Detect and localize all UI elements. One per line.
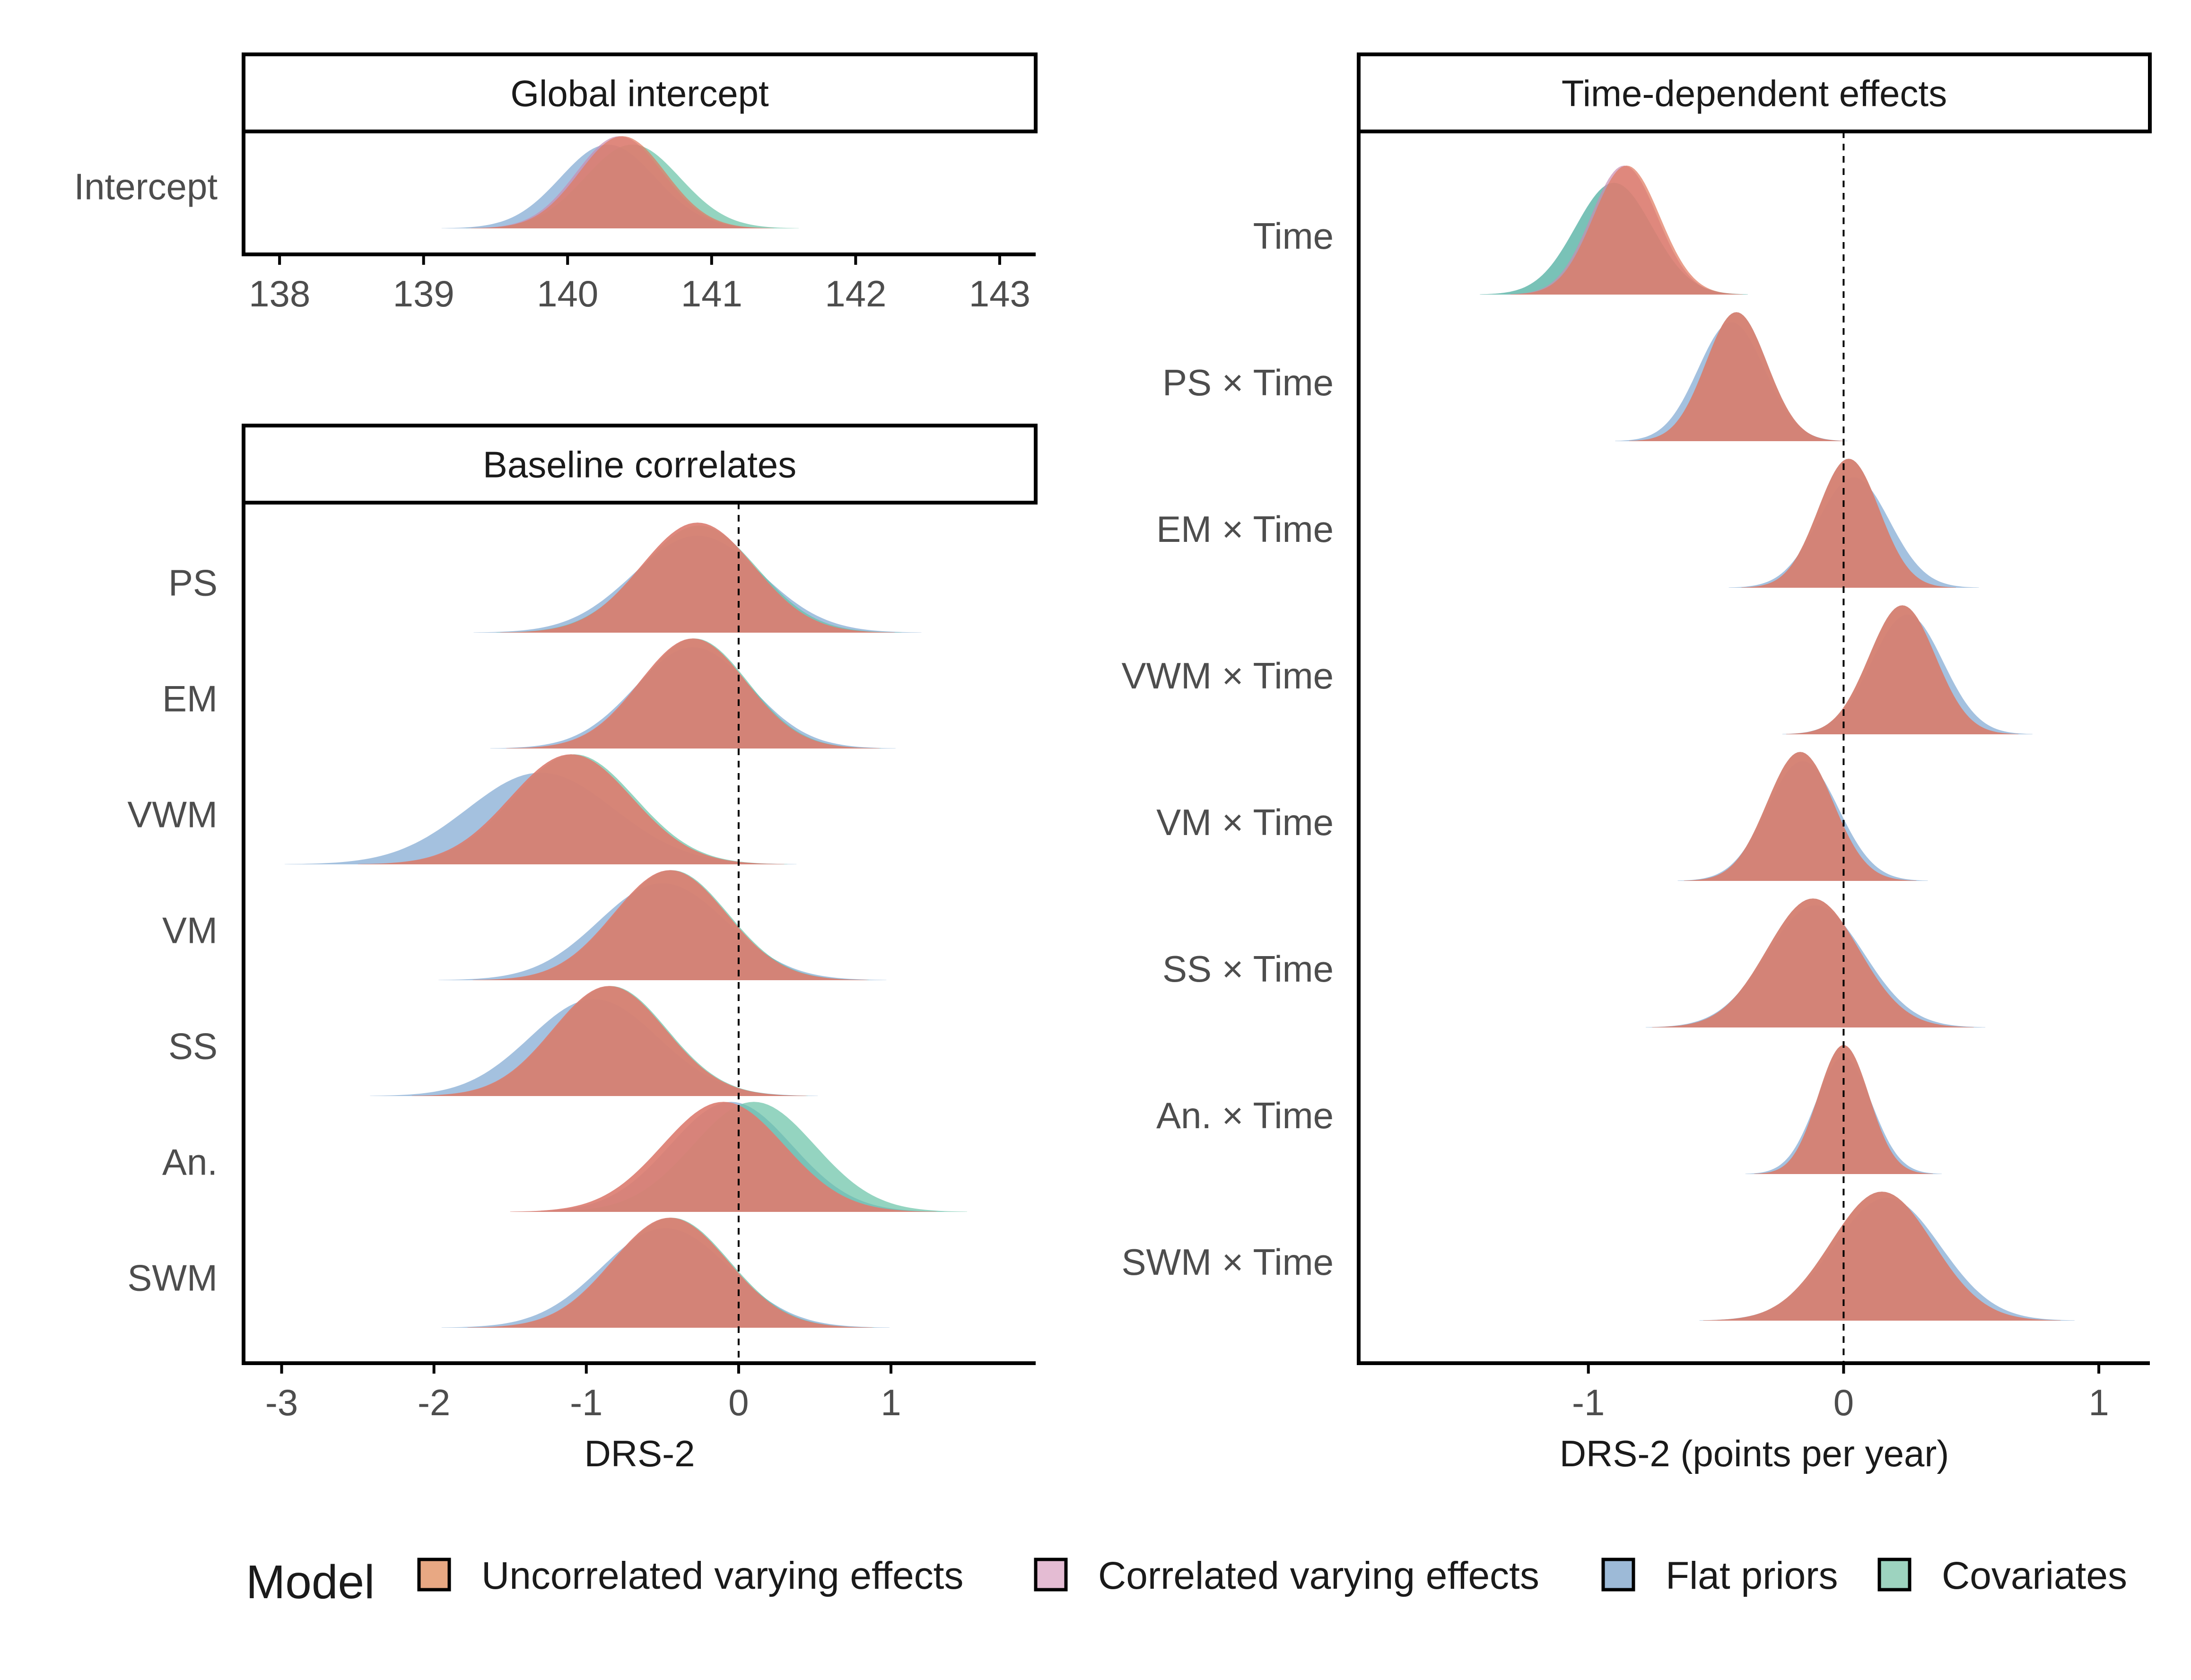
ridge-row-3	[438, 870, 887, 980]
density-uncorrelated-varying-effects	[1510, 165, 1743, 295]
x-tick-label: 1	[2088, 1382, 2109, 1423]
ridge-row-2	[1728, 459, 1979, 588]
row-label: VM × Time	[1156, 801, 1334, 843]
row-label: PS × Time	[1162, 362, 1334, 403]
density-uncorrelated-varying-effects	[467, 1218, 873, 1328]
x-tick-label: -1	[570, 1382, 602, 1423]
ridge-row-3	[1782, 605, 2033, 734]
row-label: Intercept	[74, 165, 218, 207]
ridge-row-0	[1480, 165, 1748, 295]
legend-label: Flat priors	[1666, 1554, 1838, 1597]
ridge-row-7	[1699, 1192, 2075, 1321]
ridge-row-4	[1677, 752, 1928, 881]
density-uncorrelated-varying-effects	[1684, 752, 1917, 881]
legend-item: Uncorrelated varying effects	[417, 1554, 963, 1597]
row-label: VWM × Time	[1121, 655, 1334, 696]
facet-title: Time-dependent effects	[1562, 73, 1947, 114]
x-axis-title: DRS-2	[584, 1433, 695, 1474]
density-uncorrelated-varying-effects	[1741, 459, 1956, 588]
row-label: An.	[162, 1141, 218, 1183]
legend: Model Uncorrelated varying effects Correla…	[246, 1554, 2127, 1609]
density-uncorrelated-varying-effects	[1629, 312, 1844, 441]
legend-key	[1034, 1558, 1068, 1592]
x-tick-label: 140	[537, 273, 598, 314]
x-tick-label: 138	[249, 273, 310, 314]
ridge-row-5	[510, 1102, 967, 1212]
facet-strip	[1357, 52, 2152, 133]
row-label: SS × Time	[1162, 948, 1334, 990]
row-label: An. × Time	[1156, 1095, 1334, 1136]
density-uncorrelated-varying-effects	[510, 1102, 937, 1212]
row-label: VWM	[127, 793, 218, 835]
density-uncorrelated-varying-effects	[1786, 605, 2019, 734]
density-uncorrelated-varying-effects	[1703, 1192, 2061, 1321]
density-uncorrelated-varying-effects	[358, 754, 785, 864]
row-label: EM	[162, 678, 218, 719]
x-tick-label: -3	[265, 1382, 298, 1423]
density-uncorrelated-varying-effects	[506, 638, 880, 749]
facet-panel-2: Time-dependent effects Time PS × Time EM × …	[1121, 52, 2152, 1474]
x-axis-title: DRS-2 (points per year)	[1560, 1433, 1949, 1474]
x-tick-label: 143	[969, 273, 1030, 314]
density-uncorrelated-varying-effects	[1652, 898, 1974, 1027]
legend-item: Flat priors	[1601, 1554, 1838, 1597]
ridge-row-0	[473, 522, 922, 633]
ridge-row-6	[441, 1218, 890, 1328]
density-uncorrelated-varying-effects	[500, 522, 895, 633]
legend-key	[1877, 1558, 1912, 1592]
row-label: SS	[168, 1025, 218, 1067]
x-tick-label: 141	[681, 273, 742, 314]
row-label: EM × Time	[1156, 508, 1334, 550]
x-tick-label: 142	[825, 273, 886, 314]
legend-key	[1601, 1558, 1635, 1592]
facet-strip	[242, 424, 1038, 505]
x-tick-label: 0	[728, 1382, 749, 1423]
ridge-row-4	[370, 986, 818, 1096]
density-uncorrelated-varying-effects	[471, 136, 774, 228]
ridge-row-2	[285, 754, 797, 864]
legend-title: Model	[246, 1556, 375, 1609]
legend-label: Covariates	[1942, 1554, 2127, 1597]
row-label: PS	[168, 562, 218, 603]
facet-panel-0: Global intercept Intercept 138 139 140 141 142…	[74, 52, 1038, 314]
ridge-row-0	[441, 136, 799, 228]
row-label: SWM × Time	[1121, 1241, 1334, 1283]
x-tick-label: 0	[1833, 1382, 1854, 1423]
ridge-row-5	[1646, 898, 1985, 1027]
x-tick-label: -1	[1572, 1382, 1605, 1423]
x-tick-label: 1	[881, 1382, 901, 1423]
ridge-row-1	[490, 638, 896, 749]
ridge-row-1	[1615, 312, 1848, 441]
x-tick-label: 139	[393, 273, 454, 314]
facet-strip	[242, 52, 1038, 133]
legend-label: Correlated varying effects	[1098, 1554, 1539, 1597]
density-uncorrelated-varying-effects	[411, 986, 807, 1096]
density-uncorrelated-varying-effects	[472, 870, 868, 980]
row-label: Time	[1253, 215, 1334, 257]
density-uncorrelated-varying-effects	[1754, 1045, 1933, 1174]
facet-title: Baseline correlates	[483, 444, 796, 486]
row-label: VM	[162, 909, 218, 951]
legend-item: Covariates	[1877, 1554, 2127, 1597]
legend-label: Uncorrelated varying effects	[481, 1554, 963, 1597]
legend-item: Correlated varying effects	[1034, 1554, 1539, 1597]
row-label: SWM	[127, 1257, 218, 1298]
facet-title: Global intercept	[510, 73, 769, 114]
x-tick-label: -2	[418, 1382, 450, 1423]
facet-panel-1: Baseline correlates PS EM VWM VM SS An. SWM -3 -2…	[127, 424, 1038, 1474]
legend-key	[417, 1558, 451, 1592]
